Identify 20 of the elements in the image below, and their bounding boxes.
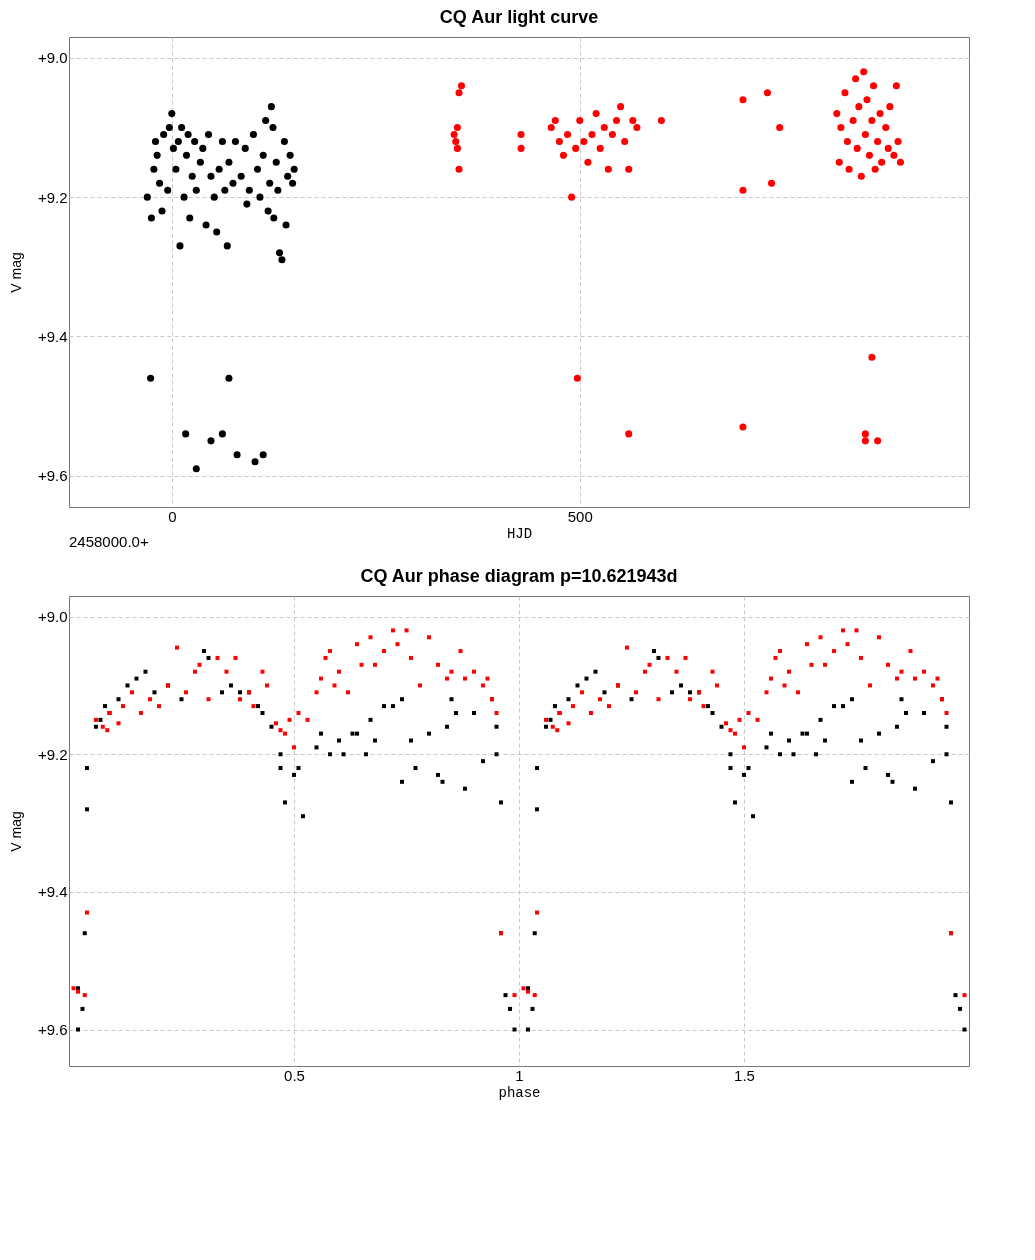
y-tick-label: +9.6 <box>37 467 68 485</box>
y-tick-label: +9.4 <box>37 327 68 345</box>
x-tick-label: 1.5 <box>734 1066 755 1084</box>
x-tick-label: 1 <box>515 1066 524 1084</box>
chart-title: CQ Aur light curve <box>439 7 599 27</box>
y-tick-label: +9.2 <box>37 745 68 763</box>
x-tick-label: 0 <box>168 507 177 525</box>
y-axis-title: V mag <box>7 811 24 852</box>
x-tick-label: 0.5 <box>284 1066 305 1084</box>
y-tick-label: +9.4 <box>37 883 68 901</box>
y-tick-label: +9.0 <box>37 49 68 67</box>
chart-title: CQ Aur phase diagram p=10.621943d <box>360 566 678 586</box>
text: 2458000.0+ <box>69 533 149 550</box>
x-axis-title: phase <box>498 1084 541 1101</box>
x-tick-label: 500 <box>567 507 593 525</box>
x-axis-title: HJD <box>506 525 533 542</box>
y-tick-label: +9.2 <box>37 188 68 206</box>
y-axis-title: V mag <box>7 252 24 293</box>
y-tick-label: +9.6 <box>37 1021 68 1039</box>
y-tick-label: +9.0 <box>37 608 68 626</box>
